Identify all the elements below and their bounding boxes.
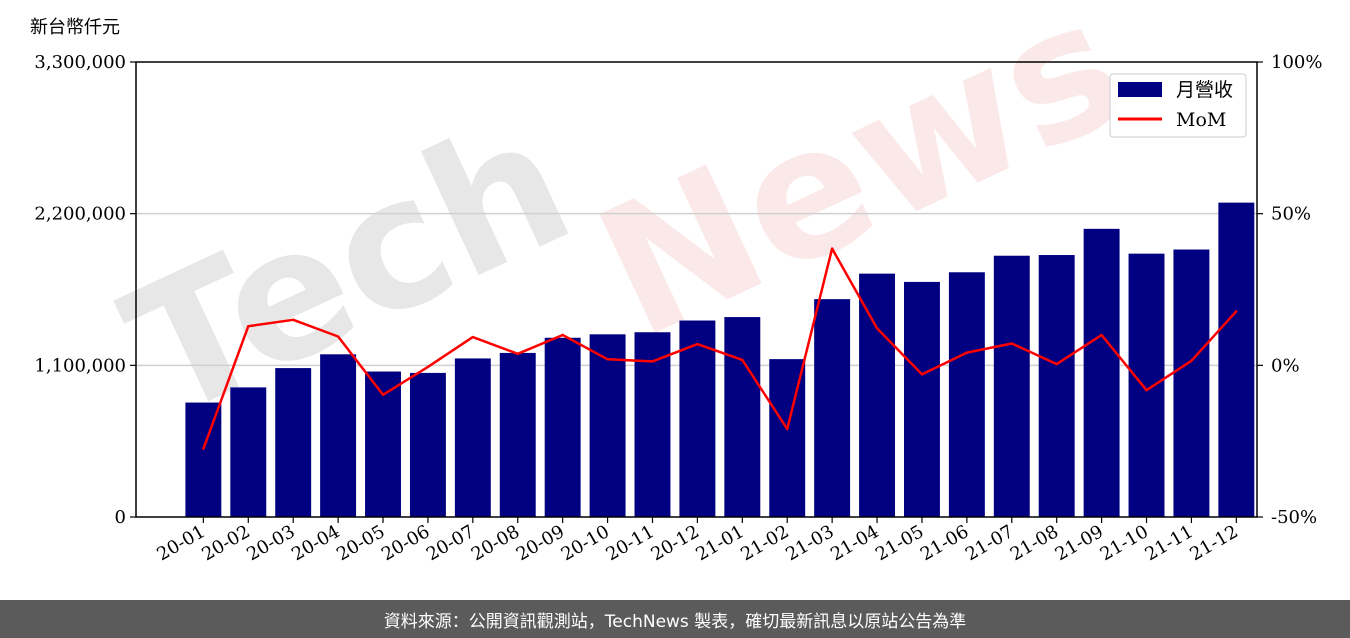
legend-swatch-revenue: [1118, 82, 1162, 97]
mom-point-21-10: [1145, 389, 1148, 392]
x-tick-label: 21-12: [1186, 521, 1241, 565]
y-right-tick-label: 50%: [1271, 204, 1311, 225]
x-tick-label: 21-10: [1097, 521, 1152, 565]
mom-point-21-06: [965, 351, 969, 354]
bar-20-01: [185, 402, 222, 517]
x-tick-label: 21-01: [692, 521, 747, 565]
y-axis-unit-label: 新台幣仟元: [30, 17, 120, 38]
x-tick-label: 20-08: [468, 521, 523, 565]
mom-point-20-05: [381, 393, 385, 396]
bar-20-06: [409, 372, 446, 517]
bar-21-12: [1218, 202, 1255, 518]
legend-label-mom: MoM: [1176, 109, 1226, 131]
mom-point-20-09: [561, 333, 564, 337]
y-right-tick-label: 100%: [1271, 52, 1322, 73]
x-tick-label: 20-07: [423, 521, 478, 565]
legend-label-revenue: 月營收: [1176, 79, 1233, 101]
x-tick-label: 20-05: [333, 521, 388, 565]
bar-20-07: [454, 358, 491, 517]
y-left-tick-label: 1,100,000: [34, 355, 126, 376]
x-tick-label: 20-10: [558, 521, 613, 565]
chart-svg: TechNews 01,100,0002,200,0003,300,000-50…: [30, 0, 1322, 565]
bar-21-11: [1173, 249, 1210, 518]
bar-20-02: [230, 387, 267, 517]
mom-point-21-07: [1010, 342, 1013, 345]
bar-20-08: [499, 352, 536, 517]
x-tick-label: 20-09: [513, 521, 568, 565]
mom-point-20-10: [606, 358, 609, 361]
mom-point-20-02: [247, 325, 250, 328]
x-tick-label: 20-06: [378, 521, 433, 565]
source-text: 資料來源：公開資訊觀測站，TechNews 製表，確切最新訊息以原站公告為準: [383, 611, 967, 632]
x-tick-label: 20-01: [153, 521, 208, 565]
x-tick-label: 20-03: [243, 521, 298, 565]
x-tick-label: 21-02: [737, 521, 792, 565]
mom-point-20-08: [516, 352, 519, 356]
x-tick-label: 21-06: [917, 521, 972, 565]
x-tick-label: 20-12: [647, 521, 702, 565]
y-right-tick-label: 0%: [1271, 355, 1300, 376]
bar-21-03: [814, 299, 851, 517]
x-tick-label: 20-11: [603, 521, 658, 565]
bar-20-09: [544, 337, 581, 517]
mom-point-21-09: [1100, 333, 1103, 337]
mom-point-20-11: [651, 360, 654, 363]
x-tick-label: 21-04: [827, 521, 882, 565]
mom-point-21-12: [1235, 310, 1238, 313]
x-tick-label: 21-03: [782, 521, 837, 565]
bar-21-01: [724, 317, 761, 517]
mom-point-21-03: [830, 247, 834, 250]
x-tick-label: 20-02: [198, 521, 253, 565]
mom-point-21-05: [920, 373, 924, 376]
bar-21-05: [903, 281, 940, 517]
bar-21-09: [1083, 228, 1120, 518]
mom-point-20-01: [202, 447, 205, 450]
mom-point-21-11: [1190, 359, 1193, 362]
mom-point-20-07: [471, 335, 475, 339]
y-left-tick-label: 3,300,000: [34, 52, 126, 73]
bar-21-06: [948, 272, 985, 517]
x-tick-label: 21-11: [1141, 521, 1196, 565]
bar-21-07: [993, 255, 1030, 517]
y-left-tick-label: 0: [115, 507, 126, 528]
mom-point-20-03: [291, 318, 295, 322]
y-left-tick-label: 2,200,000: [34, 204, 126, 225]
bar-20-10: [589, 334, 626, 517]
bar-20-04: [320, 354, 357, 517]
x-tick-label: 21-08: [1007, 521, 1062, 565]
mom-point-21-02: [786, 427, 789, 431]
mom-point-20-12: [696, 342, 699, 346]
bar-20-03: [275, 368, 312, 517]
mom-line: [202, 247, 1238, 450]
x-tick-label: 21-07: [962, 521, 1017, 565]
bar-21-10: [1128, 253, 1165, 517]
mom-point-21-01: [741, 358, 744, 362]
chart: Tech News 0 1,100,000 2,200,000 3,300,000 -50…: [30, 0, 1322, 565]
x-tick-label: 21-09: [1052, 521, 1107, 565]
bar-21-04: [859, 273, 896, 517]
bar-20-11: [634, 332, 671, 517]
bar-21-08: [1038, 255, 1075, 517]
x-tick-label: 20-04: [288, 521, 343, 565]
source-footer: 資料來源：公開資訊觀測站，TechNews 製表，確切最新訊息以原站公告為準: [0, 600, 1350, 638]
mom-point-21-08: [1055, 362, 1058, 366]
mom-point-20-06: [426, 365, 430, 369]
plot-frame: [135, 61, 1258, 518]
y-right-tick-label: -50%: [1271, 507, 1317, 528]
mom-point-21-04: [875, 327, 879, 330]
x-tick-label: 21-05: [872, 521, 927, 565]
mom-point-20-04: [336, 335, 340, 338]
bar-20-12: [679, 320, 716, 517]
